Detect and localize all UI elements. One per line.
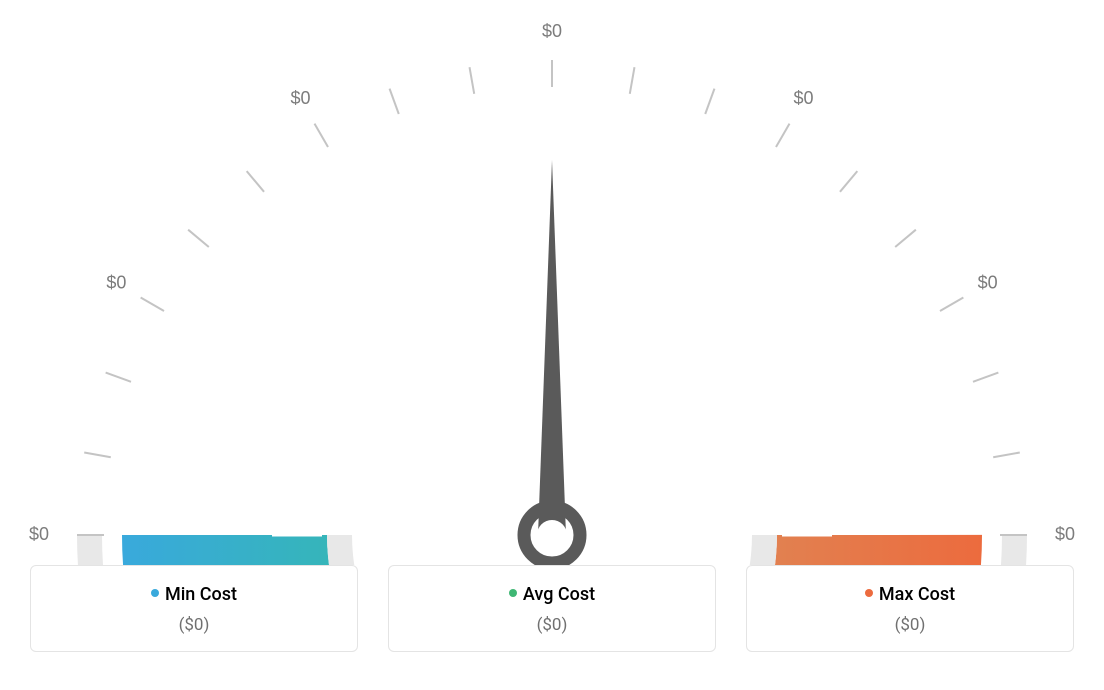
svg-text:$0: $0 [793, 88, 813, 108]
legend-card-avg: Avg Cost ($0) [388, 565, 716, 652]
svg-text:$0: $0 [106, 272, 126, 292]
legend-min-value: ($0) [31, 615, 357, 635]
svg-text:$0: $0 [542, 21, 562, 41]
legend-min-label: Min Cost [31, 584, 357, 605]
svg-text:$0: $0 [1055, 524, 1075, 544]
svg-text:$0: $0 [29, 524, 49, 544]
legend-max-dot [865, 589, 873, 597]
legend-max-label-text: Max Cost [879, 584, 955, 605]
gauge-chart: $0 $0 $0 $0 $0 $0 $0 [0, 0, 1104, 565]
legend-max-value: ($0) [747, 615, 1073, 635]
legend-card-min: Min Cost ($0) [30, 565, 358, 652]
legend-avg-value: ($0) [389, 615, 715, 635]
svg-text:$0: $0 [290, 88, 310, 108]
legend-card-max: Max Cost ($0) [746, 565, 1074, 652]
legend-avg-dot [509, 589, 517, 597]
gauge-svg: $0 $0 $0 $0 $0 $0 $0 [22, 5, 1082, 565]
legend-avg-label: Avg Cost [389, 584, 715, 605]
legend-min-dot [151, 589, 159, 597]
svg-text:$0: $0 [978, 272, 998, 292]
legend-min-label-text: Min Cost [165, 584, 237, 605]
legend-row: Min Cost ($0) Avg Cost ($0) Max Cost ($0… [0, 565, 1104, 652]
legend-max-label: Max Cost [747, 584, 1073, 605]
legend-avg-label-text: Avg Cost [523, 584, 595, 605]
